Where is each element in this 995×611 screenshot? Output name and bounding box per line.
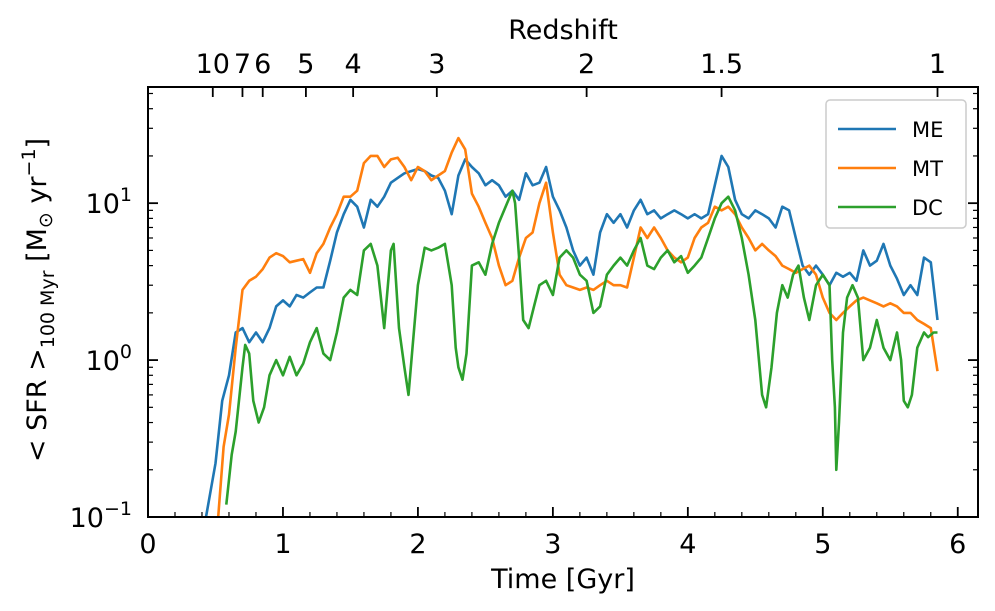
y-tick-label: 100 xyxy=(86,341,132,377)
legend: ME MT DC xyxy=(825,99,967,229)
y-tick-label: 101 xyxy=(86,184,132,220)
x-tick-label: 4 xyxy=(679,529,696,560)
x-tick-label: 1 xyxy=(274,529,291,560)
plot-frame xyxy=(147,86,979,518)
series-line-mt xyxy=(216,136,939,517)
top-axis-title: Redshift xyxy=(508,15,618,46)
redshift-tick-label: 3 xyxy=(428,49,445,80)
legend-label-mt: MT xyxy=(912,157,943,181)
series-line-me xyxy=(204,154,939,517)
y-tick-label: 10−1 xyxy=(70,498,132,534)
redshift-tick-label: 5 xyxy=(297,49,314,80)
redshift-tick-label: 7 xyxy=(234,49,251,80)
series-layer xyxy=(204,136,939,517)
y-axis-title: < SFR >100 Myr [M⊙ yr−1] xyxy=(18,138,59,462)
x-tick-label: 0 xyxy=(139,529,156,560)
redshift-tick-label: 10 xyxy=(196,49,230,80)
x-axis-title: Time [Gyr] xyxy=(490,564,635,595)
x-tick-label: 6 xyxy=(949,529,966,560)
legend-label-me: ME xyxy=(912,118,943,142)
series-line-dc xyxy=(225,189,938,505)
redshift-tick-label: 2 xyxy=(578,49,595,80)
redshift-tick-label: 1 xyxy=(929,49,946,80)
redshift-tick-label: 6 xyxy=(254,49,271,80)
x-tick-label: 2 xyxy=(409,529,426,560)
x-tick-label: 5 xyxy=(814,529,831,560)
legend-label-dc: DC xyxy=(912,196,943,220)
redshift-tick-label: 4 xyxy=(345,49,362,80)
legend-box xyxy=(825,99,967,229)
legend-items: ME MT DC xyxy=(838,118,943,220)
redshift-tick-label: 1.5 xyxy=(700,49,743,80)
x-tick-label: 3 xyxy=(544,529,561,560)
